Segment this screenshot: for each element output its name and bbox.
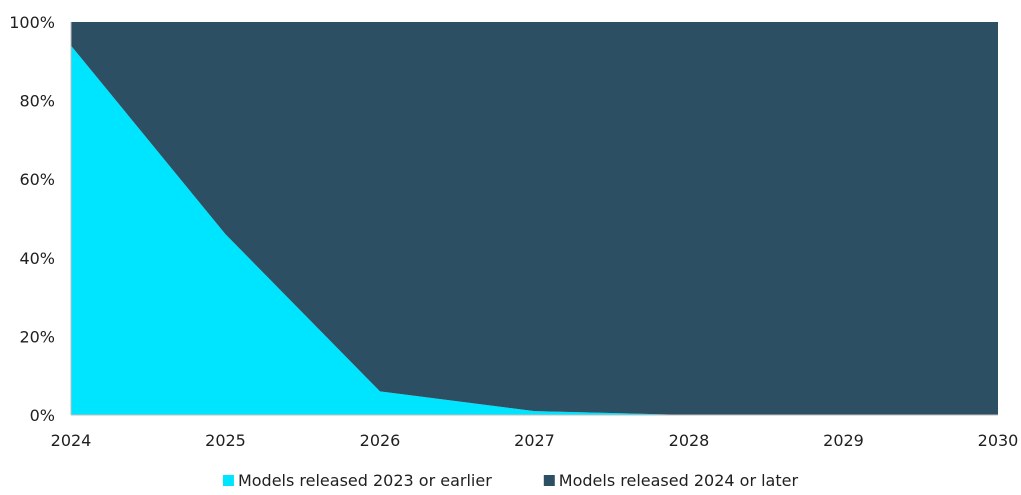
x-tick-label: 2028 bbox=[669, 431, 710, 450]
x-tick-label: 2027 bbox=[514, 431, 555, 450]
plot-area bbox=[71, 22, 998, 415]
y-tick-label: 0% bbox=[30, 406, 55, 425]
y-tick-label: 20% bbox=[19, 327, 55, 346]
legend-swatch bbox=[222, 475, 234, 486]
legend-swatch bbox=[543, 475, 555, 486]
x-tick-label: 2026 bbox=[360, 431, 401, 450]
area-series-2 bbox=[71, 22, 998, 415]
x-tick-label: 2024 bbox=[51, 431, 92, 450]
y-tick-label: 60% bbox=[19, 170, 55, 189]
legend-item-1: Models released 2023 or earlier bbox=[222, 471, 492, 490]
axes: 0% 20% 40% 60% 80% 100% 2024 2025 2026 2027 2028 20… bbox=[9, 13, 1018, 450]
x-tick-label: 2030 bbox=[978, 431, 1019, 450]
legend-label: Models released 2023 or earlier bbox=[238, 471, 492, 490]
legend: Models released 2023 or earlier Models re… bbox=[222, 471, 799, 490]
y-tick-label: 40% bbox=[19, 249, 55, 268]
y-tick-label: 80% bbox=[19, 92, 55, 111]
y-tick-label: 100% bbox=[9, 13, 55, 32]
x-tick-label: 2025 bbox=[205, 431, 246, 450]
area-series-1 bbox=[71, 45, 998, 415]
legend-item-2: Models released 2024 or later bbox=[543, 471, 799, 490]
legend-label: Models released 2024 or later bbox=[559, 471, 799, 490]
x-tick-label: 2029 bbox=[823, 431, 864, 450]
